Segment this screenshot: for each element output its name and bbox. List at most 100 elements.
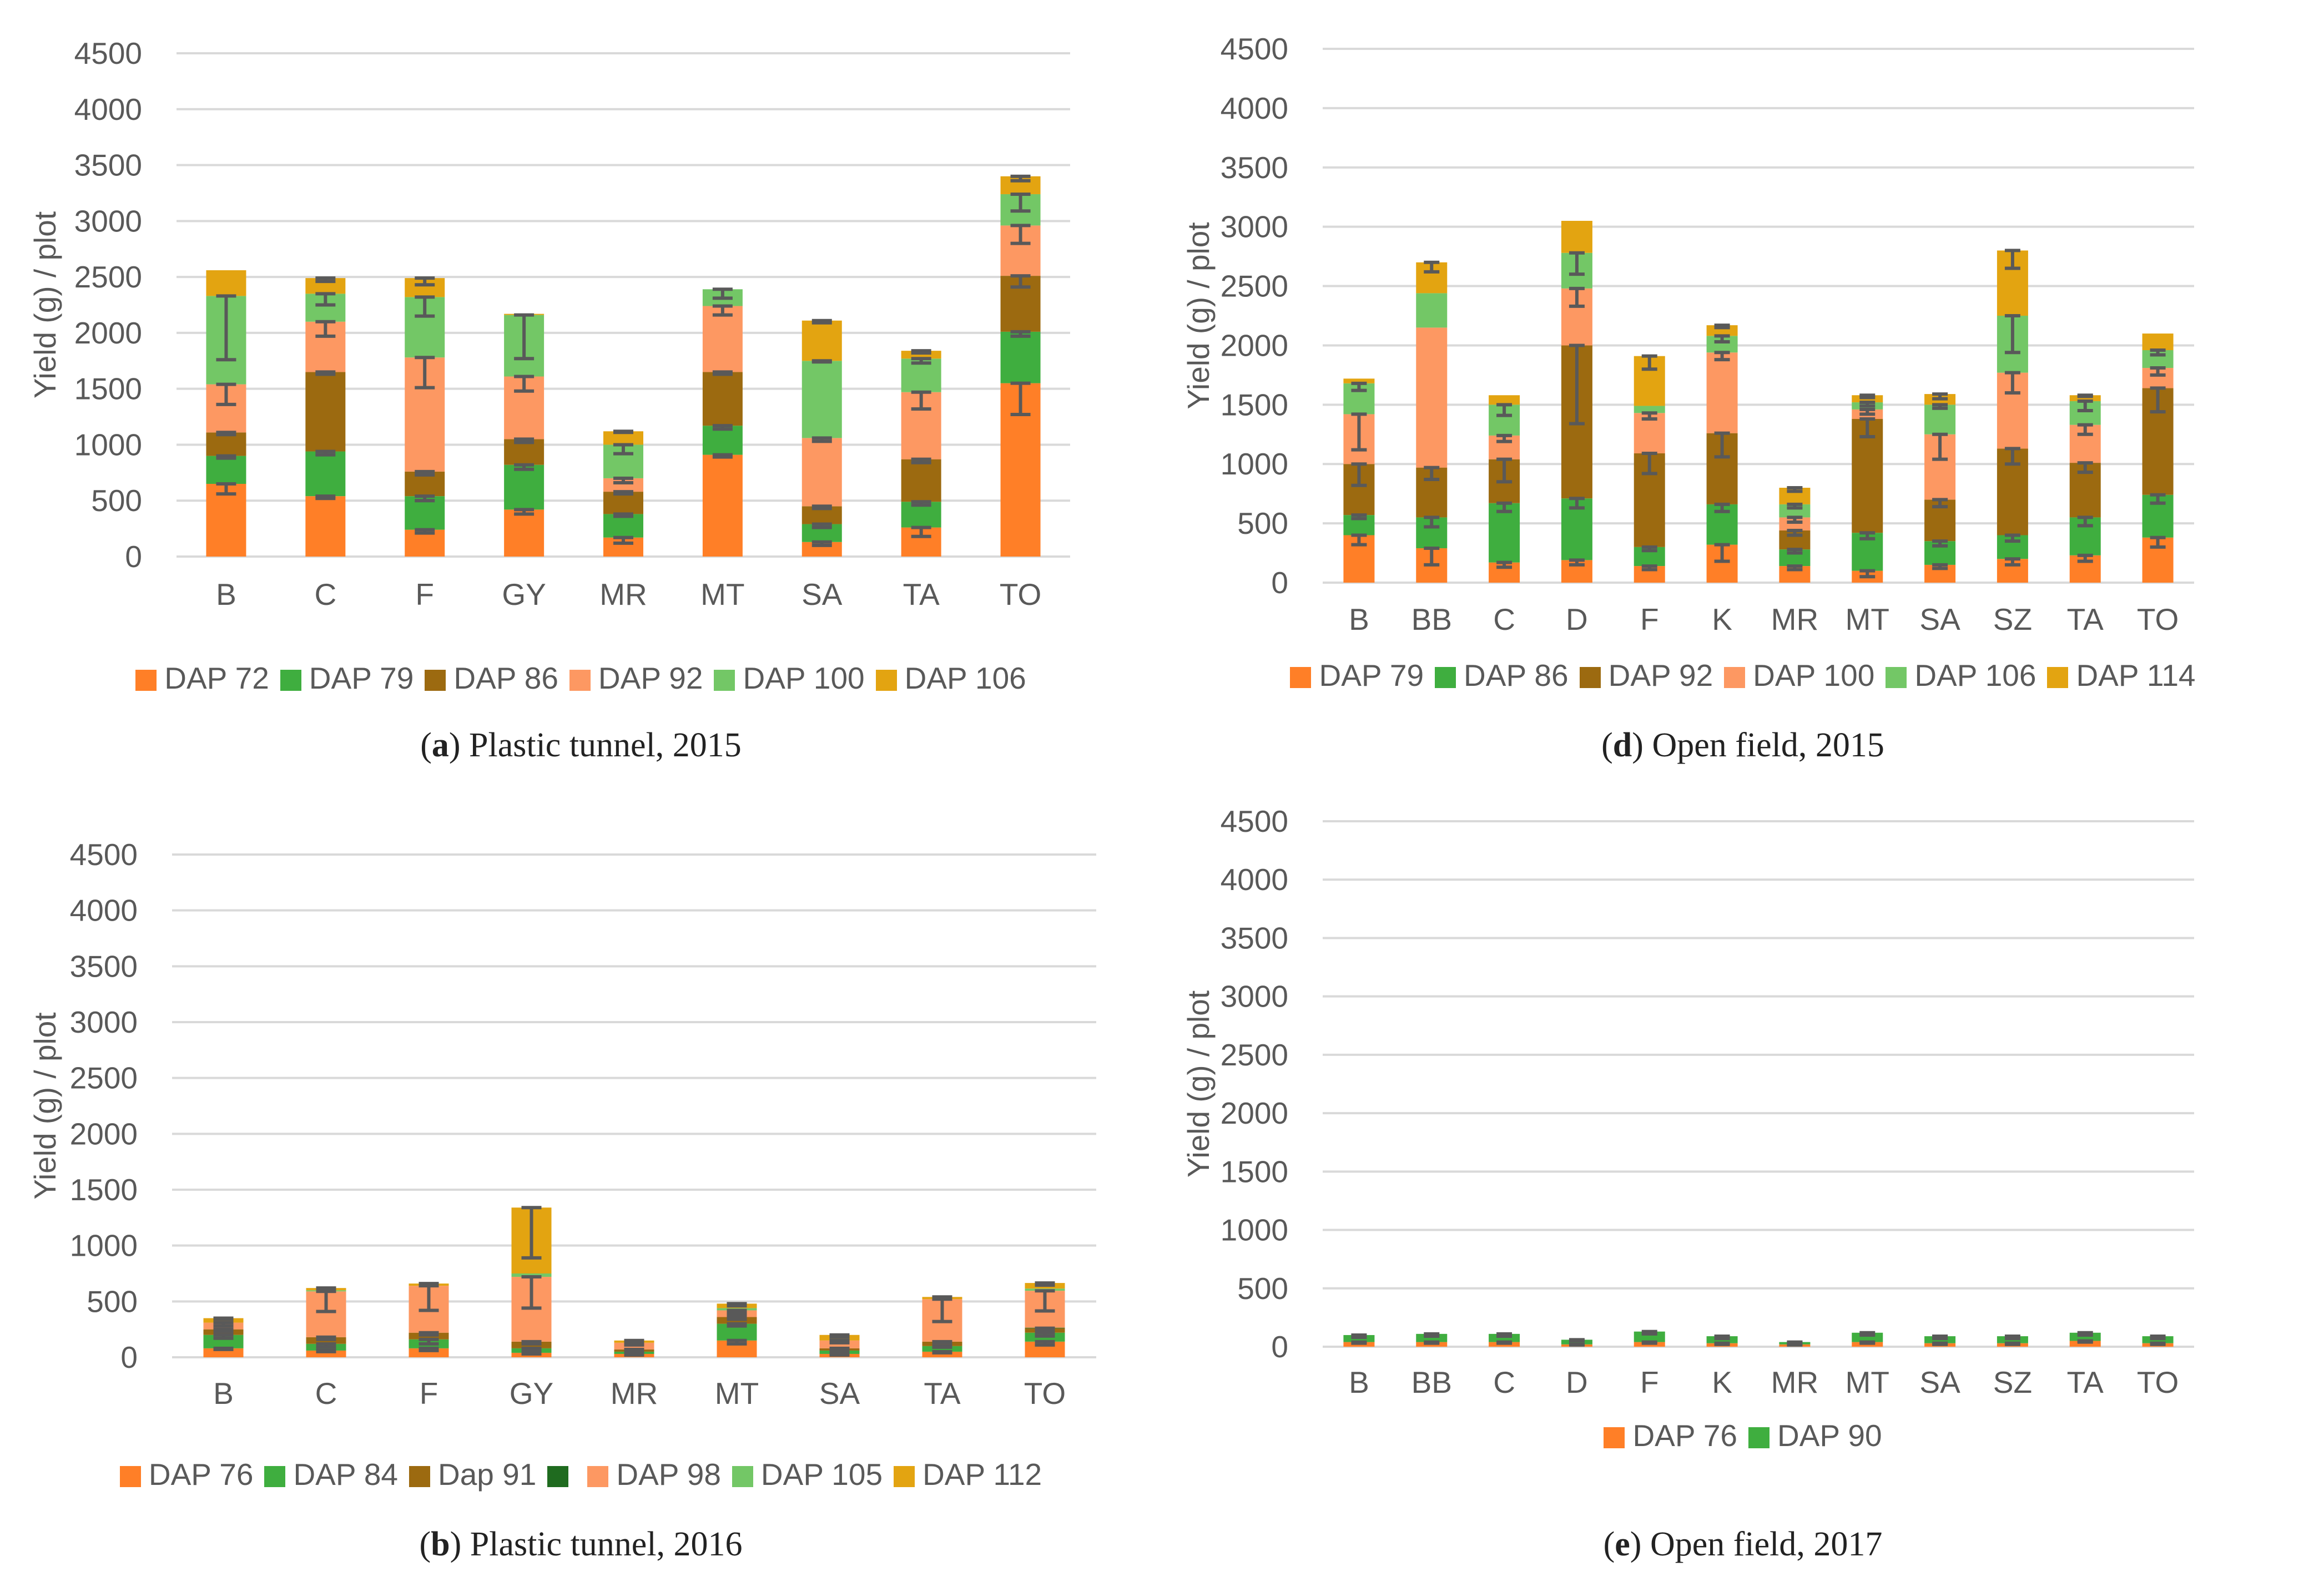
x-tick-label: K — [1712, 1365, 1732, 1399]
bar-segment — [1634, 406, 1665, 413]
x-tick-label: BB — [1411, 602, 1452, 636]
x-tick-label: MR — [599, 577, 647, 611]
legend-item: DAP 92 — [1579, 658, 1713, 693]
legend-d: DAP 79 DAP 86 DAP 92 DAP 100 DAP 106 DAP 114 — [1162, 658, 2324, 693]
y-tick-label: 2000 — [1221, 1096, 1288, 1130]
legend-swatch — [1435, 667, 1456, 688]
y-tick-label: 1000 — [70, 1229, 138, 1263]
y-tick-label: 0 — [1271, 565, 1288, 600]
x-tick-label: TA — [903, 577, 940, 611]
bar-segment — [504, 509, 545, 557]
x-tick-label: C — [1493, 1365, 1515, 1399]
x-tick-label: TO — [1024, 1376, 1066, 1411]
legend-swatch — [264, 1466, 286, 1487]
y-tick-label: 2000 — [1221, 328, 1288, 362]
y-tick-label: 4500 — [74, 36, 142, 70]
bar-segment — [603, 514, 643, 538]
legend-item: DAP 79 — [1290, 658, 1424, 693]
legend-label: DAP 76 — [148, 1457, 254, 1492]
x-tick-label: B — [216, 577, 236, 611]
caption-b: (b) Plastic tunnel, 2016 — [419, 1525, 743, 1563]
x-tick-label: MR — [1771, 602, 1819, 636]
legend-swatch — [425, 670, 446, 691]
legend-label: DAP 98 — [616, 1457, 721, 1492]
legend-swatch — [569, 670, 591, 691]
x-tick-label: BB — [1411, 1365, 1452, 1399]
legend-swatch — [1579, 667, 1601, 688]
y-tick-label: 4000 — [1221, 862, 1288, 897]
y-tick-label: 3500 — [1221, 921, 1288, 955]
bar-segment — [702, 306, 743, 372]
x-tick-label: TO — [2137, 602, 2179, 636]
legend-swatch — [1886, 667, 1907, 688]
legend-item: DAP 106 — [1886, 658, 2036, 693]
x-tick-label: MT — [1846, 602, 1889, 636]
x-tick-label: F — [420, 1376, 438, 1411]
legend-label: DAP 86 — [453, 661, 558, 695]
y-tick-label: 3000 — [1221, 210, 1288, 244]
legend-e: DAP 76 DAP 90 — [1162, 1418, 2324, 1453]
legend-swatch — [587, 1466, 609, 1487]
legend-item: DAP 86 — [425, 660, 558, 696]
y-tick-label: 2500 — [1221, 1038, 1288, 1072]
legend-label: DAP 76 — [1632, 1418, 1737, 1453]
bar-segment — [504, 464, 545, 510]
bar-segment — [1343, 378, 1375, 383]
legend-label: DAP 112 — [922, 1457, 1042, 1492]
bar-segment — [2142, 333, 2174, 350]
chart-e: 0 500 1000 1500 2000 2500 3000 3500 4000 4500 Yiel… — [1181, 804, 2194, 1399]
y-tick-label: 3000 — [74, 204, 142, 238]
bar-segment — [511, 1273, 552, 1277]
legend-swatch — [135, 670, 157, 691]
legend-item: DAP 79 — [280, 660, 414, 696]
bar-segment — [305, 451, 346, 497]
legend-swatch — [732, 1466, 753, 1487]
legend-label: DAP 79 — [309, 661, 414, 695]
y-tick-label: 4500 — [1221, 32, 1288, 66]
y-tick-label: 3500 — [1221, 150, 1288, 185]
y-axis-label: Yield (g) / plot — [1181, 990, 1216, 1177]
y-tick-label: 1500 — [1221, 1154, 1288, 1189]
x-tick-label: TO — [2137, 1365, 2179, 1399]
legend-label: DAP 92 — [1608, 658, 1713, 693]
legend-swatch — [875, 670, 897, 691]
y-tick-label: 4000 — [1221, 91, 1288, 125]
bar-segment — [1561, 220, 1592, 253]
x-tick-label: SA — [801, 577, 843, 611]
x-tick-label: MR — [611, 1376, 658, 1411]
y-tick-label: 0 — [120, 1340, 138, 1374]
legend-label: DAP 100 — [743, 661, 865, 695]
bar-segment — [922, 1346, 962, 1352]
x-tick-label: F — [1640, 1365, 1659, 1399]
legend-label: DAP 72 — [164, 661, 269, 695]
y-tick-label: 1000 — [74, 427, 142, 462]
y-tick-label: 500 — [1237, 506, 1288, 540]
bar-segment — [305, 372, 346, 452]
y-tick-label: 2000 — [74, 316, 142, 350]
bar-segment — [801, 361, 842, 438]
y-tick-label: 2000 — [70, 1116, 138, 1151]
legend-swatch — [280, 670, 301, 691]
x-tick-label: K — [1712, 602, 1732, 636]
legend-swatch — [1604, 1427, 1625, 1448]
legend-swatch — [2047, 667, 2069, 688]
legend-label: DAP 106 — [904, 661, 1026, 695]
legend-swatch — [1290, 667, 1312, 688]
y-tick-label: 2500 — [70, 1061, 138, 1095]
y-tick-label: 500 — [87, 1284, 138, 1318]
x-tick-label: B — [213, 1376, 234, 1411]
legend-swatch — [119, 1466, 141, 1487]
legend-label: DAP 79 — [1319, 658, 1424, 693]
y-tick-label: 3500 — [70, 949, 138, 983]
caption-a: (a) Plastic tunnel, 2015 — [420, 726, 742, 764]
bar-segment — [206, 483, 246, 557]
legend-item: DAP 98 — [587, 1457, 721, 1492]
x-tick-label: TA — [924, 1376, 961, 1411]
y-tick-label: 0 — [1271, 1330, 1288, 1364]
y-axis-label: Yield (g) / plot — [28, 1012, 62, 1199]
bar-segment — [2069, 1341, 2101, 1347]
bar-segment — [702, 454, 743, 557]
bar-segment — [702, 372, 743, 426]
legend-label: DAP 100 — [1753, 658, 1875, 693]
x-tick-label: SA — [1919, 1365, 1960, 1399]
